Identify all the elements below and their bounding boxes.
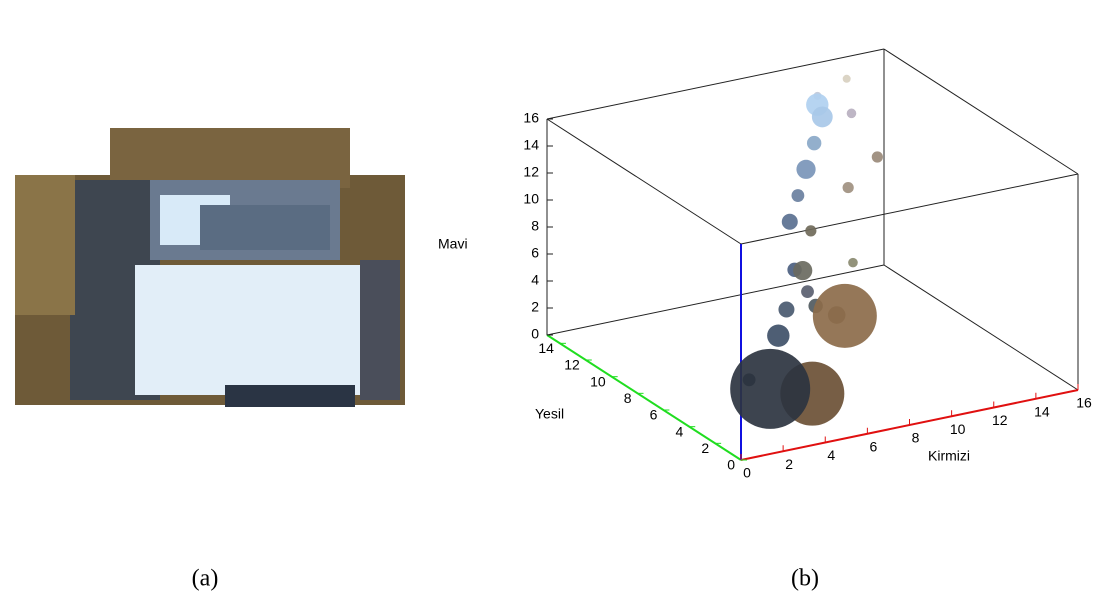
y-axis: [547, 335, 741, 460]
bubble: [872, 151, 883, 162]
z-tick-label: 14: [523, 137, 539, 153]
bubble: [801, 285, 814, 298]
y-axis-title: Yesil: [535, 406, 564, 422]
pixel-block: [135, 265, 370, 395]
x-tick-label: 8: [912, 430, 920, 446]
z-tick-label: 0: [531, 326, 539, 342]
y-tick-label: 0: [727, 457, 735, 473]
pixel-block: [110, 128, 350, 188]
x-tick-label: 0: [743, 465, 751, 481]
bubble: [843, 75, 851, 83]
box-edge: [884, 49, 1078, 174]
box-edge: [741, 174, 1078, 244]
z-tick-label: 10: [523, 191, 539, 207]
y-tick-label: 10: [590, 373, 606, 389]
box-edge: [547, 49, 884, 119]
box-edge: [547, 119, 741, 244]
y-tick-label: 12: [564, 357, 580, 373]
pixel-block: [225, 385, 355, 407]
y-tick-label: 14: [538, 340, 554, 356]
bubble: [792, 189, 805, 202]
x-tick-label: 10: [950, 421, 966, 437]
x-tick-label: 2: [785, 456, 793, 472]
z-tick-label: 6: [531, 245, 539, 261]
figure: (a) (b) 02468101214160246810121402468101…: [0, 0, 1098, 605]
bubble: [793, 261, 812, 280]
bubble: [782, 214, 798, 230]
y-tick-label: 8: [624, 390, 632, 406]
y-tick-label: 4: [675, 423, 683, 439]
bubble: [812, 107, 833, 128]
bubble: [848, 258, 858, 268]
bubble: [767, 325, 789, 347]
z-tick-label: 8: [531, 218, 539, 234]
panel-label: (a): [192, 566, 219, 592]
bubble: [805, 225, 816, 236]
z-tick-label: 4: [531, 272, 539, 288]
bubble: [796, 160, 815, 179]
x-axis-title: Kirmizi: [928, 448, 970, 464]
x-tick-label: 14: [1034, 403, 1050, 419]
bubble-chart: 0246810121416024681012140246810121416Mav…: [438, 49, 1092, 481]
pixel-block: [360, 260, 400, 400]
bubble: [843, 182, 854, 193]
z-tick-label: 2: [531, 299, 539, 315]
pixel-block: [200, 205, 330, 250]
x-tick-label: 12: [992, 412, 1008, 428]
z-axis-title: Mavi: [438, 236, 468, 252]
x-tick-label: 4: [827, 447, 835, 463]
pixel-block: [15, 175, 75, 315]
bubble: [807, 136, 821, 150]
page: {"figure": {"panels": [{"label": "(a)"},…: [0, 0, 1098, 605]
panel-label: (b): [791, 566, 819, 592]
bubble: [730, 349, 810, 429]
x-tick-label: 6: [869, 438, 877, 454]
bubble: [778, 302, 794, 318]
bubble: [847, 109, 857, 119]
box-edge: [884, 265, 1078, 390]
y-tick-label: 2: [701, 440, 709, 456]
z-tick-label: 16: [523, 110, 539, 126]
pixel-image: [15, 128, 405, 407]
x-tick-label: 16: [1076, 395, 1092, 411]
y-tick-label: 6: [650, 407, 658, 423]
z-tick-label: 12: [523, 164, 539, 180]
bubble: [813, 284, 877, 348]
